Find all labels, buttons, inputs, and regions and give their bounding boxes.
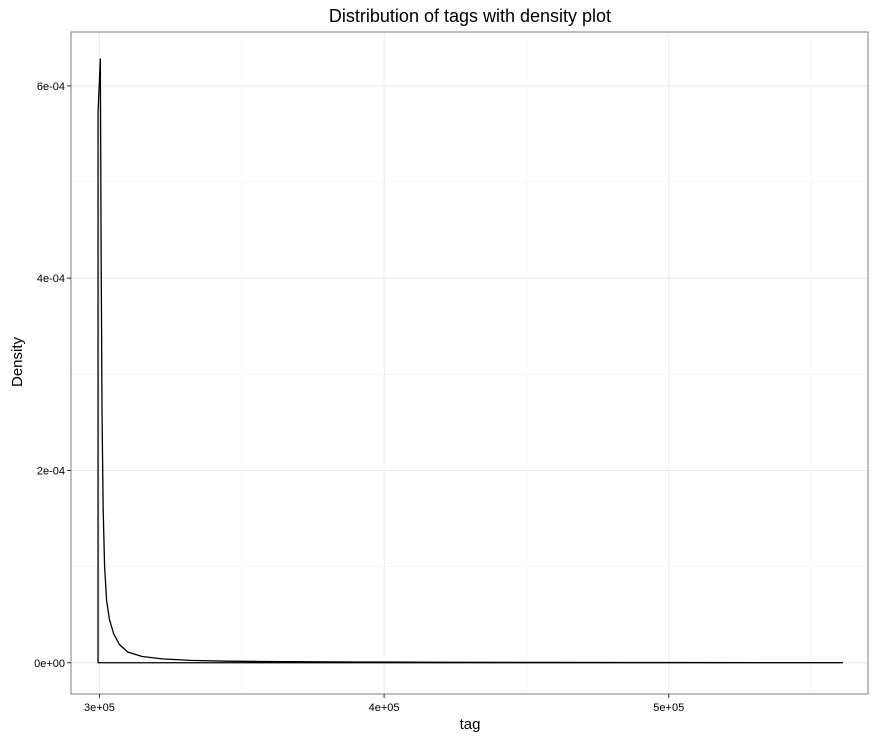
y-tick-label: 4e-04 — [37, 273, 65, 285]
panel-border — [70, 31, 869, 695]
density-curve — [97, 58, 844, 664]
x-tick-label: 3e+05 — [84, 702, 115, 714]
axis-layer: 3e+05 4e+05 5e+05 0e+00 2e-04 4e-04 6e-04 — [34, 81, 684, 714]
x-axis-title: tag — [460, 716, 481, 733]
y-axis-title: Density — [9, 336, 26, 387]
data-layer — [97, 58, 844, 664]
x-tick-label: 5e+05 — [653, 702, 684, 714]
x-tick-label: 4e+05 — [369, 702, 400, 714]
y-tick-label: 0e+00 — [34, 658, 65, 670]
y-tick-label: 6e-04 — [37, 81, 65, 93]
grid-layer — [71, 32, 868, 694]
chart-title: Distribution of tags with density plot — [329, 6, 611, 26]
y-tick-label: 2e-04 — [37, 465, 65, 477]
